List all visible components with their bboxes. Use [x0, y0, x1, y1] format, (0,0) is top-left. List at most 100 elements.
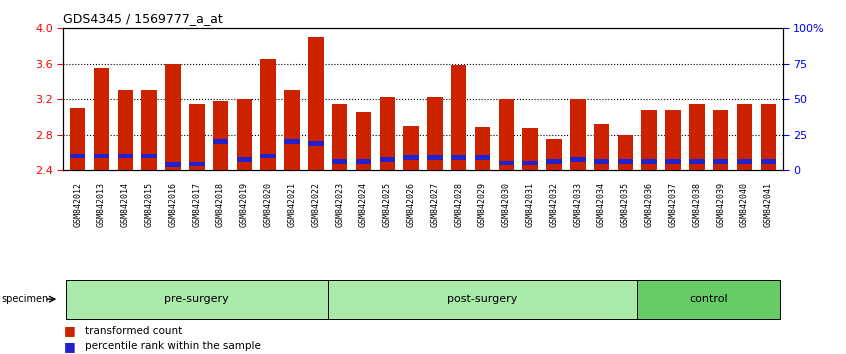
Bar — [308, 37, 323, 170]
Text: GSM842030: GSM842030 — [502, 182, 511, 227]
Bar — [189, 104, 205, 170]
Text: GSM842037: GSM842037 — [668, 182, 678, 227]
Text: control: control — [689, 294, 728, 304]
Bar — [66, 280, 327, 319]
Text: GDS4345 / 1569777_a_at: GDS4345 / 1569777_a_at — [63, 12, 223, 25]
Bar — [665, 110, 681, 170]
Bar — [141, 154, 157, 159]
Bar — [618, 159, 633, 164]
Bar — [451, 155, 466, 160]
Bar — [213, 139, 228, 144]
Bar — [70, 154, 85, 159]
Bar — [118, 154, 133, 159]
Text: GSM842039: GSM842039 — [717, 182, 725, 227]
Bar — [284, 139, 299, 144]
Bar — [94, 154, 109, 159]
Bar — [594, 124, 609, 170]
Bar — [70, 108, 85, 170]
Text: GSM842038: GSM842038 — [692, 182, 701, 227]
Bar — [213, 101, 228, 170]
Bar — [475, 127, 491, 170]
Text: GSM842017: GSM842017 — [192, 182, 201, 227]
Bar — [713, 110, 728, 170]
Text: GSM842014: GSM842014 — [121, 182, 129, 227]
Bar — [523, 161, 538, 166]
Bar — [737, 104, 752, 170]
Bar — [284, 90, 299, 170]
Bar — [737, 159, 752, 164]
Bar — [165, 162, 181, 167]
Bar — [570, 157, 585, 162]
Text: GSM842018: GSM842018 — [216, 182, 225, 227]
Bar — [427, 155, 442, 160]
Bar — [689, 104, 705, 170]
Bar — [332, 104, 348, 170]
Bar — [332, 159, 348, 164]
Text: GSM842022: GSM842022 — [311, 182, 321, 227]
Bar — [327, 280, 637, 319]
Text: specimen: specimen — [2, 294, 49, 304]
Bar — [641, 110, 657, 170]
Text: GSM842019: GSM842019 — [240, 182, 249, 227]
Text: GSM842013: GSM842013 — [97, 182, 106, 227]
Text: GSM842040: GSM842040 — [740, 182, 749, 227]
Text: post-surgery: post-surgery — [448, 294, 518, 304]
Bar — [618, 135, 633, 170]
Bar — [547, 139, 562, 170]
Bar — [713, 159, 728, 164]
Text: pre-surgery: pre-surgery — [164, 294, 229, 304]
Text: GSM842026: GSM842026 — [407, 182, 415, 227]
Bar — [594, 159, 609, 164]
Text: GSM842041: GSM842041 — [764, 182, 772, 227]
Bar — [261, 154, 276, 159]
Bar — [637, 280, 780, 319]
Text: GSM842033: GSM842033 — [574, 182, 582, 227]
Bar — [498, 161, 514, 166]
Bar — [94, 68, 109, 170]
Bar — [165, 64, 181, 170]
Bar — [427, 97, 442, 170]
Text: GSM842032: GSM842032 — [549, 182, 558, 227]
Bar — [761, 104, 776, 170]
Bar — [475, 155, 491, 160]
Bar — [118, 90, 133, 170]
Text: GSM842021: GSM842021 — [288, 182, 297, 227]
Bar — [641, 159, 657, 164]
Text: transformed count: transformed count — [85, 326, 182, 336]
Bar — [237, 99, 252, 170]
Bar — [380, 97, 395, 170]
Text: ■: ■ — [63, 325, 75, 337]
Text: percentile rank within the sample: percentile rank within the sample — [85, 341, 261, 351]
Bar — [355, 113, 371, 170]
Bar — [570, 99, 585, 170]
Text: GSM842015: GSM842015 — [145, 182, 154, 227]
Bar — [404, 155, 419, 160]
Bar — [689, 159, 705, 164]
Bar — [761, 159, 776, 164]
Text: GSM842016: GSM842016 — [168, 182, 178, 227]
Bar — [237, 157, 252, 162]
Text: GSM842023: GSM842023 — [335, 182, 344, 227]
Text: GSM842028: GSM842028 — [454, 182, 464, 227]
Bar — [404, 126, 419, 170]
Text: GSM842012: GSM842012 — [74, 182, 82, 227]
Text: GSM842027: GSM842027 — [431, 182, 439, 227]
Text: GSM842024: GSM842024 — [359, 182, 368, 227]
Text: ■: ■ — [63, 340, 75, 353]
Bar — [547, 159, 562, 164]
Text: GSM842025: GSM842025 — [382, 182, 392, 227]
Text: GSM842034: GSM842034 — [597, 182, 606, 227]
Text: GSM842035: GSM842035 — [621, 182, 630, 227]
Bar — [498, 99, 514, 170]
Bar — [380, 157, 395, 162]
Bar — [261, 59, 276, 170]
Text: GSM842029: GSM842029 — [478, 182, 487, 227]
Bar — [523, 129, 538, 170]
Bar — [308, 141, 323, 146]
Bar — [189, 161, 205, 166]
Text: GSM842036: GSM842036 — [645, 182, 654, 227]
Bar — [355, 159, 371, 164]
Text: GSM842020: GSM842020 — [264, 182, 272, 227]
Bar — [451, 65, 466, 170]
Bar — [141, 90, 157, 170]
